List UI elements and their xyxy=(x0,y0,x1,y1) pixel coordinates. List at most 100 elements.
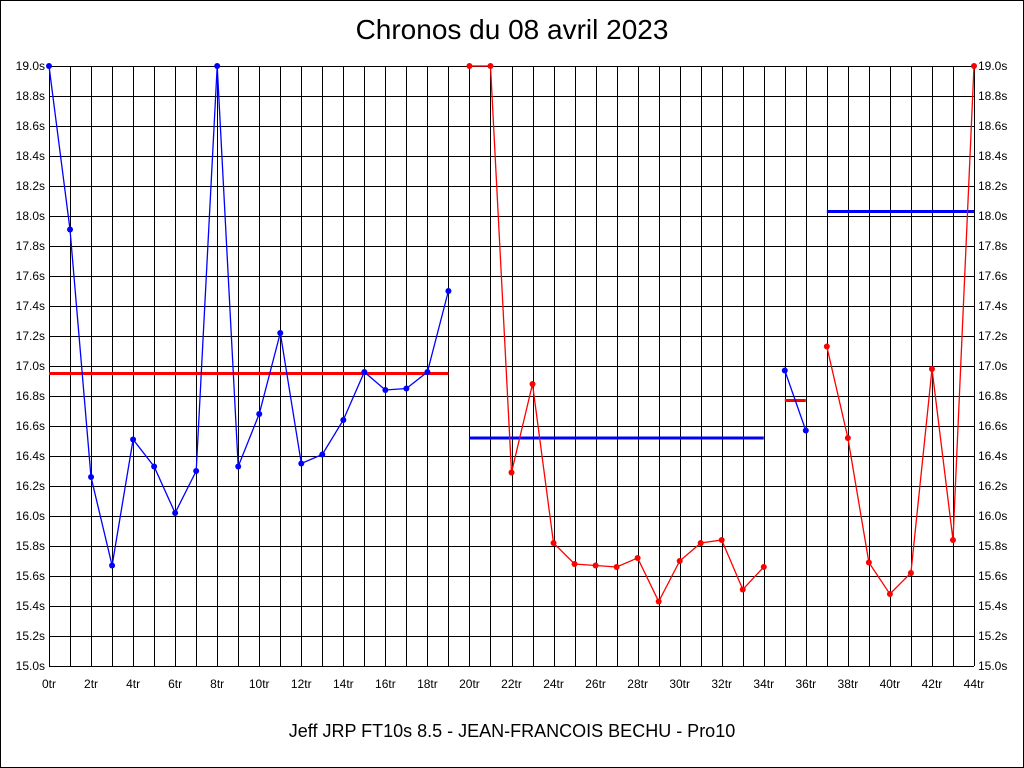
y-tick-label-right: 16.6s xyxy=(978,419,1007,433)
x-tick-label: 38tr xyxy=(838,677,859,691)
y-tick-label-left: 17.6s xyxy=(16,269,45,283)
data-point xyxy=(46,63,52,69)
y-tick-label-right: 16.8s xyxy=(978,389,1007,403)
data-point xyxy=(235,463,242,470)
x-tick-label: 40tr xyxy=(880,677,901,691)
x-tick-label: 8tr xyxy=(210,677,224,691)
data-point xyxy=(256,411,263,417)
x-tick-label: 4tr xyxy=(126,677,140,691)
data-point xyxy=(172,510,179,516)
x-tick-label: 22tr xyxy=(501,677,522,691)
x-tick-label: 42tr xyxy=(922,677,943,691)
x-tick-label: 16tr xyxy=(375,677,396,691)
data-point xyxy=(445,288,452,294)
y-tick-label-right: 15.8s xyxy=(978,539,1007,553)
data-point xyxy=(697,540,704,546)
y-tick-label-left: 15.2s xyxy=(16,629,45,643)
y-tick-label-left: 16.8s xyxy=(16,389,45,403)
data-point xyxy=(634,555,641,561)
series-line xyxy=(469,65,765,603)
y-tick-label-right: 15.6s xyxy=(978,569,1007,583)
chart-footer: Jeff JRP FT10s 8.5 - JEAN-FRANCOIS BECHU… xyxy=(288,721,736,741)
y-tick-label-right: 15.4s xyxy=(978,599,1007,613)
data-point xyxy=(193,468,200,474)
y-tick-label-right: 18.4s xyxy=(978,149,1007,163)
y-tick-label-left: 16.4s xyxy=(16,449,45,463)
y-tick-label-left: 18.2s xyxy=(16,179,45,193)
y-tick-label-right: 17.8s xyxy=(978,239,1007,253)
x-tick-label: 30tr xyxy=(669,677,690,691)
y-tick-label-left: 17.4s xyxy=(16,299,45,313)
y-tick-label-right: 15.2s xyxy=(978,629,1007,643)
x-tick-label: 10tr xyxy=(249,677,270,691)
data-point xyxy=(340,417,347,423)
chart-title: Chronos du 08 avril 2023 xyxy=(355,14,669,45)
x-tick-label: 44tr xyxy=(964,677,985,691)
x-tick-label: 28tr xyxy=(627,677,648,691)
series-line xyxy=(784,370,807,431)
data-point xyxy=(823,343,830,350)
y-tick-label-left: 17.0s xyxy=(16,359,45,373)
data-point xyxy=(277,330,284,336)
y-tick-label-right: 18.8s xyxy=(978,89,1007,103)
x-tick-label: 2tr xyxy=(84,677,98,691)
data-point xyxy=(550,540,557,546)
y-tick-label-right: 17.6s xyxy=(978,269,1007,283)
y-tick-label-right: 16.4s xyxy=(978,449,1007,463)
data-point xyxy=(613,564,620,570)
y-tick-label-right: 15.0s xyxy=(978,659,1007,673)
y-tick-label-left: 16.6s xyxy=(16,419,45,433)
y-tick-label-left: 15.6s xyxy=(16,569,45,583)
data-point xyxy=(382,387,389,393)
data-point xyxy=(655,598,662,605)
y-tick-label-right: 18.2s xyxy=(978,179,1007,193)
y-tick-label-right: 16.0s xyxy=(978,509,1007,523)
y-tick-label-left: 18.6s xyxy=(16,119,45,133)
data-point xyxy=(109,562,116,569)
data-point xyxy=(298,460,305,467)
data-point xyxy=(739,586,746,593)
data-point xyxy=(508,469,515,476)
data-point xyxy=(928,366,935,372)
x-tick-label: 20tr xyxy=(459,677,480,691)
x-tick-label: 6tr xyxy=(168,677,182,691)
y-tick-label-left: 15.8s xyxy=(16,539,45,553)
data-point xyxy=(403,385,410,392)
data-point xyxy=(67,226,74,233)
y-tick-label-left: 18.0s xyxy=(16,209,45,223)
data-point xyxy=(130,436,137,443)
x-tick-label: 14tr xyxy=(333,677,354,691)
data-point xyxy=(214,63,221,69)
x-tick-label: 26tr xyxy=(585,677,606,691)
y-tick-label-left: 16.2s xyxy=(16,479,45,493)
data-point xyxy=(487,63,494,69)
data-point xyxy=(886,591,893,597)
y-tick-label-left: 18.8s xyxy=(16,89,45,103)
data-point xyxy=(151,463,158,470)
data-point xyxy=(88,474,95,480)
y-tick-label-right: 18.6s xyxy=(978,119,1007,133)
data-point xyxy=(319,451,326,458)
data-point xyxy=(907,570,914,576)
x-tick-label: 24tr xyxy=(543,677,564,691)
y-tick-label-right: 16.2s xyxy=(978,479,1007,493)
data-point xyxy=(529,381,536,387)
data-point xyxy=(718,537,725,543)
series-line xyxy=(48,65,450,566)
y-tick-label-left: 18.4s xyxy=(16,149,45,163)
data-point xyxy=(424,369,431,375)
y-tick-label-left: 17.8s xyxy=(16,239,45,253)
y-tick-label-right: 17.4s xyxy=(978,299,1007,313)
data-point xyxy=(949,537,956,543)
series-line xyxy=(826,65,975,596)
y-tick-label-right: 17.2s xyxy=(978,329,1007,343)
x-tick-label: 0tr xyxy=(42,677,56,691)
data-point xyxy=(844,435,851,441)
y-tick-label-right: 17.0s xyxy=(978,359,1007,373)
x-tick-label: 12tr xyxy=(291,677,312,691)
x-tick-label: 18tr xyxy=(417,677,438,691)
y-tick-label-left: 19.0s xyxy=(16,59,45,73)
y-tick-label-right: 19.0s xyxy=(978,59,1007,73)
y-tick-label-right: 18.0s xyxy=(978,209,1007,223)
